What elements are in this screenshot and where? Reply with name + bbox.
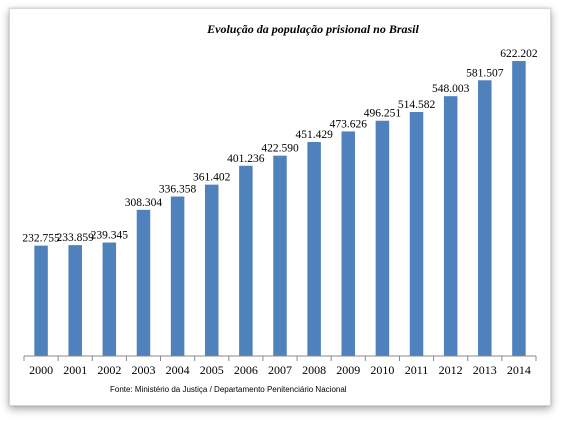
x-ticks-group [23,356,537,361]
data-label-2006: 401.236 [227,153,265,165]
tick-label-2002: 2002 [97,363,121,377]
bar-2003 [136,209,151,356]
data-label-2000: 232.755 [22,233,60,245]
bar-2006 [239,165,253,356]
tick-label-2011: 2011 [405,363,429,377]
data-label-2001: 233.859 [57,232,95,244]
data-label-2014: 622.202 [500,48,538,60]
data-label-2009: 473.626 [330,118,368,130]
bar-2010 [375,120,390,356]
tick-label-2006: 2006 [234,363,258,377]
data-label-2002: 239.345 [91,230,129,242]
tick-label-2010: 2010 [370,363,394,377]
tick-labels-group: 2000 2001 2002 2003 2004 2005 2006 2007 2008 2009… [29,363,531,377]
tick-label-2012: 2012 [439,363,463,377]
source-note: Fonte: Ministério da Justiça / Departame… [110,385,347,394]
tick-label-2005: 2005 [200,363,224,377]
bars-group [34,61,526,357]
tick-label-2008: 2008 [302,363,326,377]
tick-label-2004: 2004 [166,363,190,377]
data-label-2004: 336.358 [159,184,197,196]
bar-2012 [443,96,458,357]
data-label-2007: 422.590 [261,143,299,155]
chart-title: Evolução da população prisional no Brasi… [206,22,419,36]
bar-2002 [102,242,117,356]
bar-2001 [68,245,82,356]
data-label-2010: 496.251 [364,108,402,120]
bar-2009 [341,131,356,356]
bar-2008 [307,141,321,356]
bar-2000 [34,245,48,356]
tick-label-2003: 2003 [131,363,155,377]
data-label-2003: 308.304 [125,197,163,209]
bar-2013 [478,80,492,356]
data-label-2012: 548.003 [432,83,470,95]
data-label-2005: 361.402 [193,172,231,184]
tick-label-2000: 2000 [29,363,53,377]
tick-label-2013: 2013 [473,363,497,377]
tick-label-2014: 2014 [507,363,531,377]
bar-2007 [273,155,287,356]
bar-2005 [204,184,219,356]
data-label-2013: 581.507 [466,67,504,79]
data-label-2011: 514.582 [398,99,436,111]
tick-label-2007: 2007 [268,363,292,377]
data-label-2008: 451.429 [295,129,333,141]
bar-2004 [170,196,185,356]
bar-2011 [409,112,424,356]
bar-2014 [512,61,526,356]
tick-label-2009: 2009 [336,363,360,377]
tick-label-2001: 2001 [63,363,87,377]
